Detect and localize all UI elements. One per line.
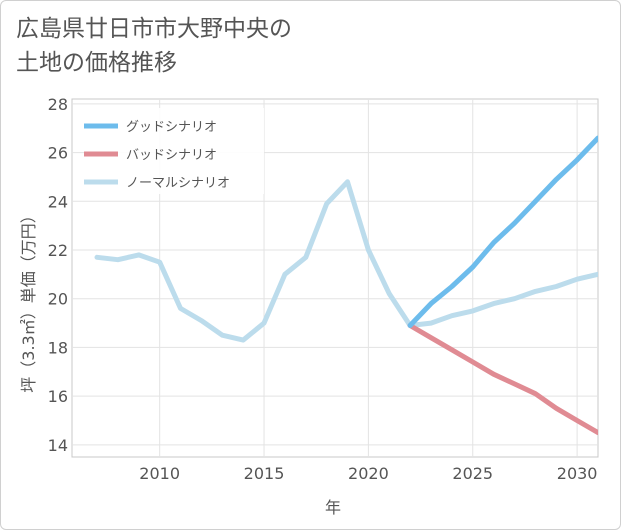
normal-scenario-line — [94, 179, 598, 343]
x-axis-title: 年 — [325, 498, 341, 517]
y-tick-label: 22 — [48, 241, 68, 260]
legend: グッドシナリオ バッドシナリオ ノーマルシナリオ — [84, 108, 264, 194]
legend-item-bad[interactable]: バッドシナリオ — [84, 148, 217, 163]
y-tick-label: 20 — [48, 290, 68, 309]
x-tick-label: 2020 — [348, 464, 389, 483]
y-tick-label: 28 — [48, 95, 68, 114]
plot-area — [71, 98, 599, 458]
bad-scenario-line — [407, 323, 598, 436]
legend-label-bad: バッドシナリオ — [126, 148, 217, 163]
chart-title-line-1: 広島県廿日市市大野中央の — [16, 16, 292, 42]
x-tick-label: 2030 — [557, 464, 598, 483]
y-tick-label: 16 — [48, 387, 68, 406]
x-tick-label: 2010 — [139, 464, 180, 483]
good-scenario-line — [407, 135, 598, 328]
y-tick-labels: 14 16 18 20 22 24 26 28 — [48, 95, 68, 455]
legend-item-good[interactable]: グッドシナリオ — [84, 120, 217, 135]
y-tick-label: 24 — [48, 192, 68, 211]
y-tick-label: 18 — [48, 338, 68, 357]
chart-title-line-2: 土地の価格推移 — [16, 50, 177, 76]
y-axis-title: 坪（3.3㎡）単価（万円） — [19, 207, 38, 392]
series-lines — [94, 135, 598, 436]
y-tick-label: 26 — [48, 144, 68, 163]
y-tick-label: 14 — [48, 436, 68, 455]
legend-label-good: グッドシナリオ — [126, 120, 217, 135]
chart-title: 広島県廿日市市大野中央の 土地の価格推移 — [16, 12, 292, 80]
x-tick-label: 2025 — [452, 464, 493, 483]
x-tick-label: 2015 — [244, 464, 285, 483]
legend-item-normal[interactable]: ノーマルシナリオ — [84, 176, 230, 191]
legend-label-normal: ノーマルシナリオ — [126, 176, 230, 191]
x-tick-labels: 2010 2015 2020 2025 2030 — [139, 464, 597, 483]
